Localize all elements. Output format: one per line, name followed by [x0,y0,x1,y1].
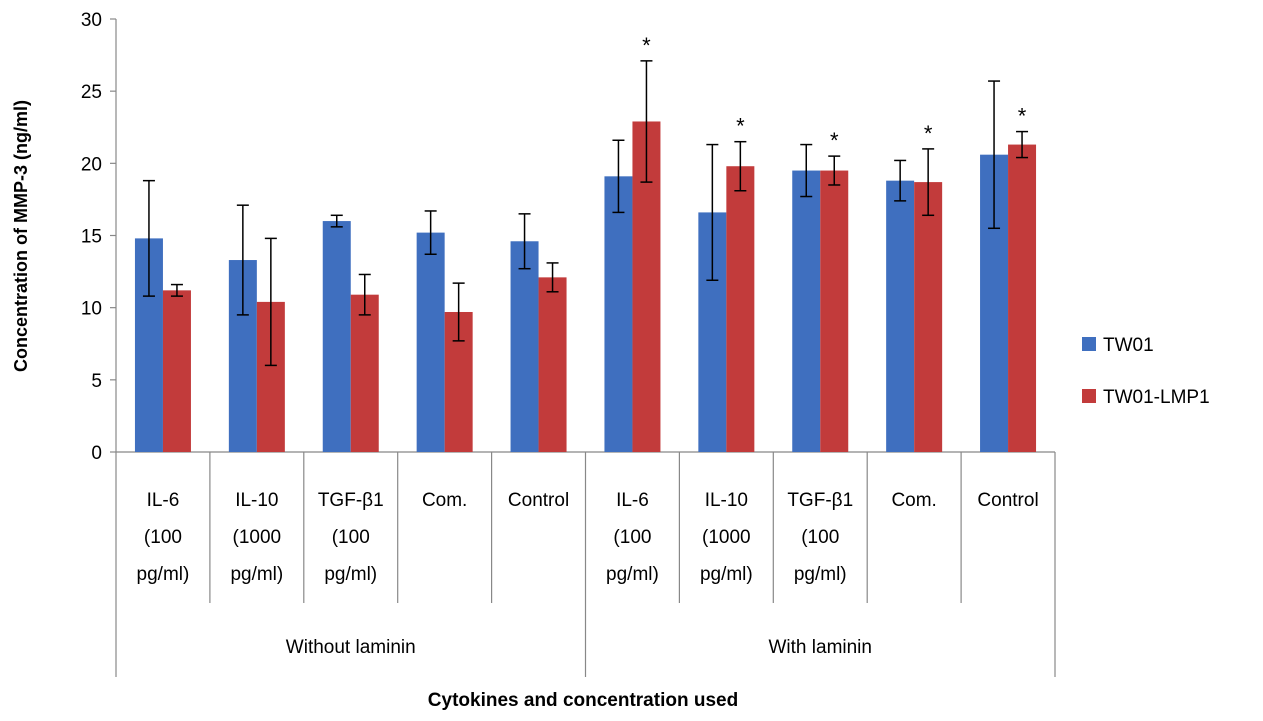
category-label: pg/ml) [324,564,377,585]
significance-marker: * [642,33,651,58]
category-label: TGF-β1 [318,490,384,511]
bar-tw01 [886,180,915,453]
category-label: (100 [801,527,839,548]
category-label: Com. [891,490,936,511]
y-tick-label: 0 [91,443,102,464]
bar-tw01-lmp1 [1008,144,1037,452]
category-label: Control [508,490,569,511]
significance-marker: * [924,121,933,146]
legend-swatch [1082,337,1096,351]
legend-label: TW01 [1103,335,1154,356]
y-tick-label: 25 [81,82,102,103]
bar-tw01-lmp1 [538,277,567,452]
group-label: With laminin [769,637,872,658]
x-axis-label: Cytokines and concentration used [428,690,738,711]
category-label: pg/ml) [137,564,190,585]
bar-tw01 [510,241,539,452]
labels-layer: IL-6 (100 pg/ml) IL-10 (1000 pg/ml) TGF-β1 (100… [137,33,1039,658]
category-label: (100 [144,527,182,548]
bar-tw01 [604,176,633,452]
y-tick-label: 5 [91,371,102,392]
bar-tw01-lmp1 [350,294,379,452]
significance-marker: * [1018,104,1027,129]
category-label: TGF-β1 [787,490,853,511]
category-label: IL-6 [147,490,180,511]
error-bars-layer [142,60,1029,367]
y-tick-label: 15 [81,227,102,248]
bar-tw01 [322,221,351,452]
y-tick-label: 30 [81,10,102,31]
significance-marker: * [736,114,745,139]
axes-layer: 0 5 10 15 20 25 30 [81,10,1056,677]
bar-tw01-lmp1 [726,166,755,452]
y-tick-label: 20 [81,154,102,175]
category-label: (100 [613,527,651,548]
significance-marker: * [830,128,839,153]
category-label: Com. [422,490,467,511]
bar-tw01-lmp1 [820,170,849,453]
category-label: (1000 [233,527,282,548]
category-label: IL-10 [235,490,278,511]
bar-tw01-lmp1 [162,290,191,452]
bar-tw01-lmp1 [914,182,943,452]
category-label: IL-6 [616,490,649,511]
bar-tw01 [792,170,821,453]
category-label: (1000 [702,527,751,548]
bar-tw01 [416,232,445,452]
legend: TW01 TW01-LMP1 [1082,335,1210,408]
category-label: pg/ml) [794,564,847,585]
y-axis-label: Concentration of MMP-3 (ng/ml) [11,100,31,372]
bars-layer [134,121,1037,453]
category-label: pg/ml) [606,564,659,585]
category-label: Control [977,490,1038,511]
category-label: IL-10 [705,490,748,511]
category-label: pg/ml) [700,564,753,585]
category-label: (100 [332,527,370,548]
y-tick-label: 10 [81,299,102,320]
group-label: Without laminin [286,637,416,658]
legend-label: TW01-LMP1 [1103,387,1210,408]
legend-swatch [1082,389,1096,403]
category-label: pg/ml) [230,564,283,585]
